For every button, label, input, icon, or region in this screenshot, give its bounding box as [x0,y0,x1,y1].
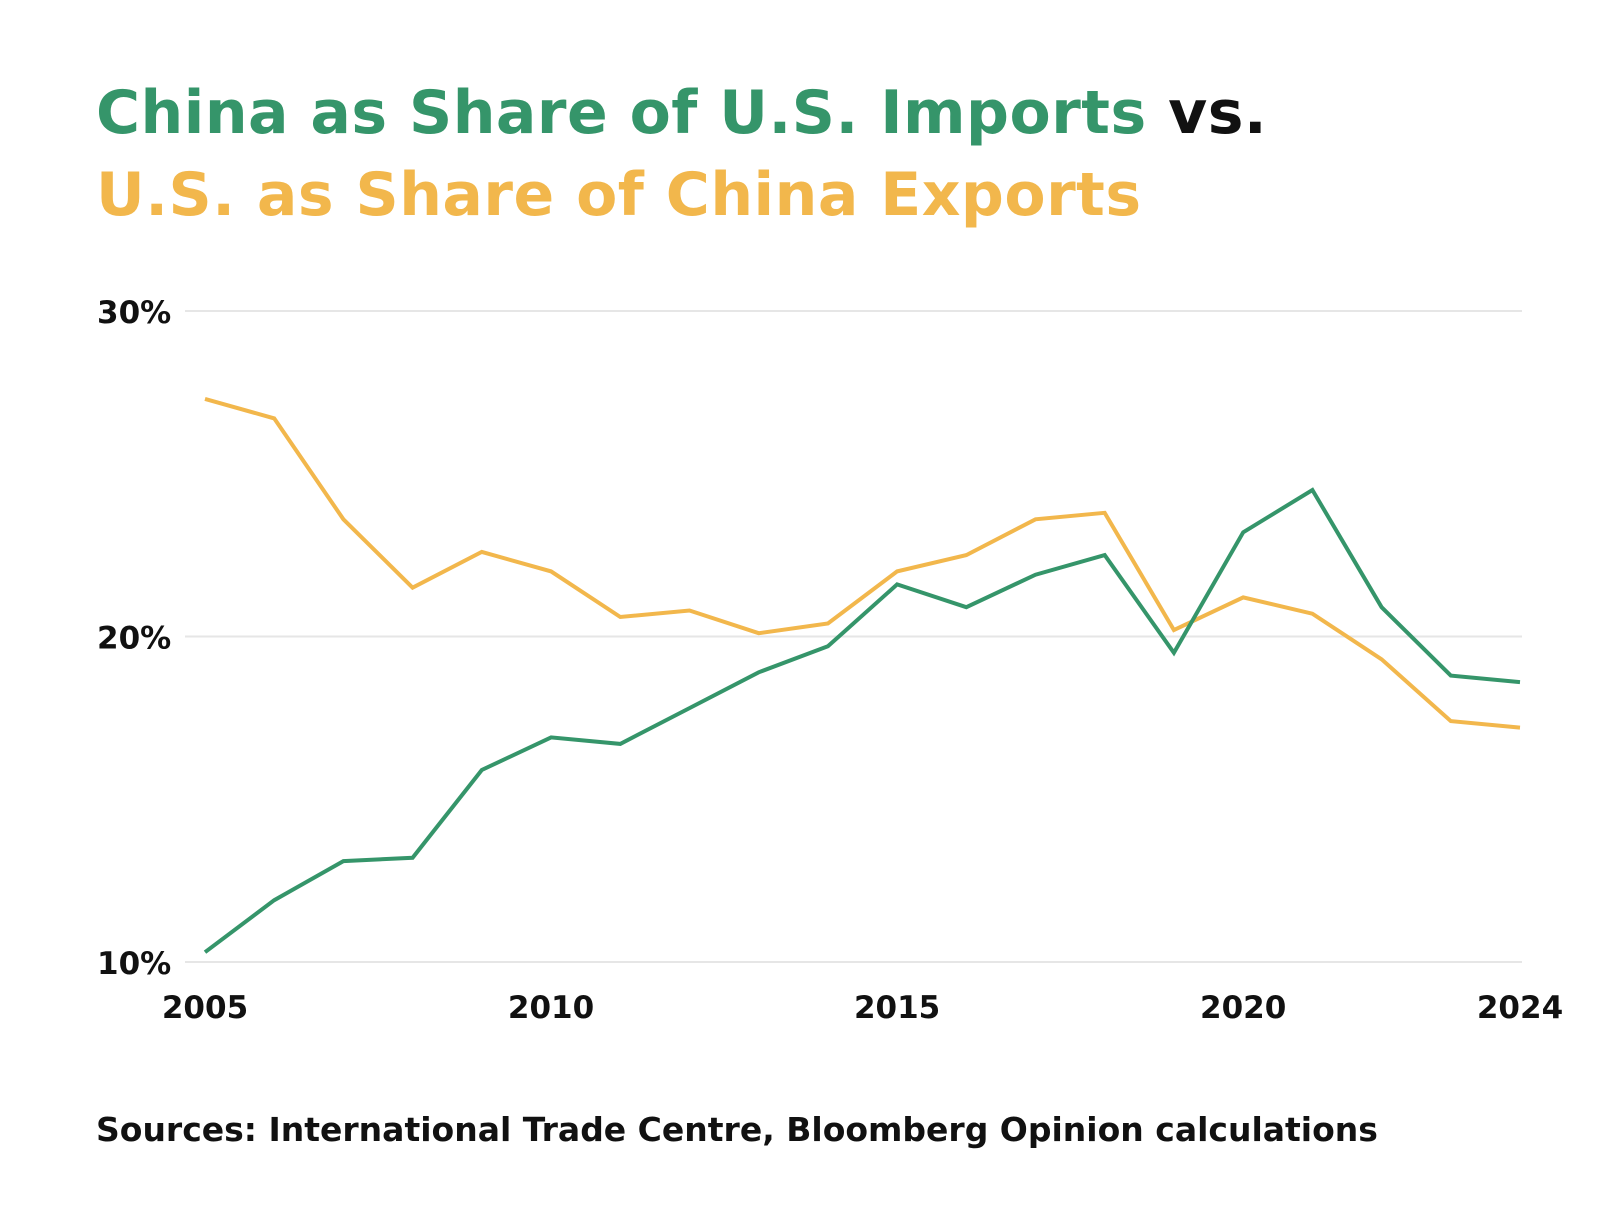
gridlines [185,310,1522,963]
x-tick-label: 2024 [1477,990,1563,1026]
series-lines [203,396,1521,954]
title-china-imports: China as Share of U.S. Imports [96,78,1147,148]
y-tick-label: 20% [97,621,171,657]
chart-title: China as Share of U.S. Imports vs. U.S. … [96,72,1536,236]
y-tick-label: 30% [97,295,171,331]
series-line-china-share-us-imports [203,487,1521,954]
x-tick-label: 2020 [1200,990,1286,1026]
x-tick-label: 2015 [854,990,940,1026]
title-vs: vs. [1146,78,1268,148]
x-tick-label: 2010 [508,990,594,1026]
y-axis-ticks: 10% 20% 30% [97,295,171,982]
source-note: Sources: International Trade Centre, Blo… [96,1110,1378,1149]
x-axis-ticks: 2005 2010 2015 2020 2024 [162,990,1563,1026]
title-line-1: China as Share of U.S. Imports vs. [96,72,1536,154]
series-line-us-share-china-exports [204,396,1521,730]
title-us-exports: U.S. as Share of China Exports [96,160,1142,230]
y-tick-label: 10% [97,946,171,982]
x-tick-label: 2005 [162,990,248,1026]
